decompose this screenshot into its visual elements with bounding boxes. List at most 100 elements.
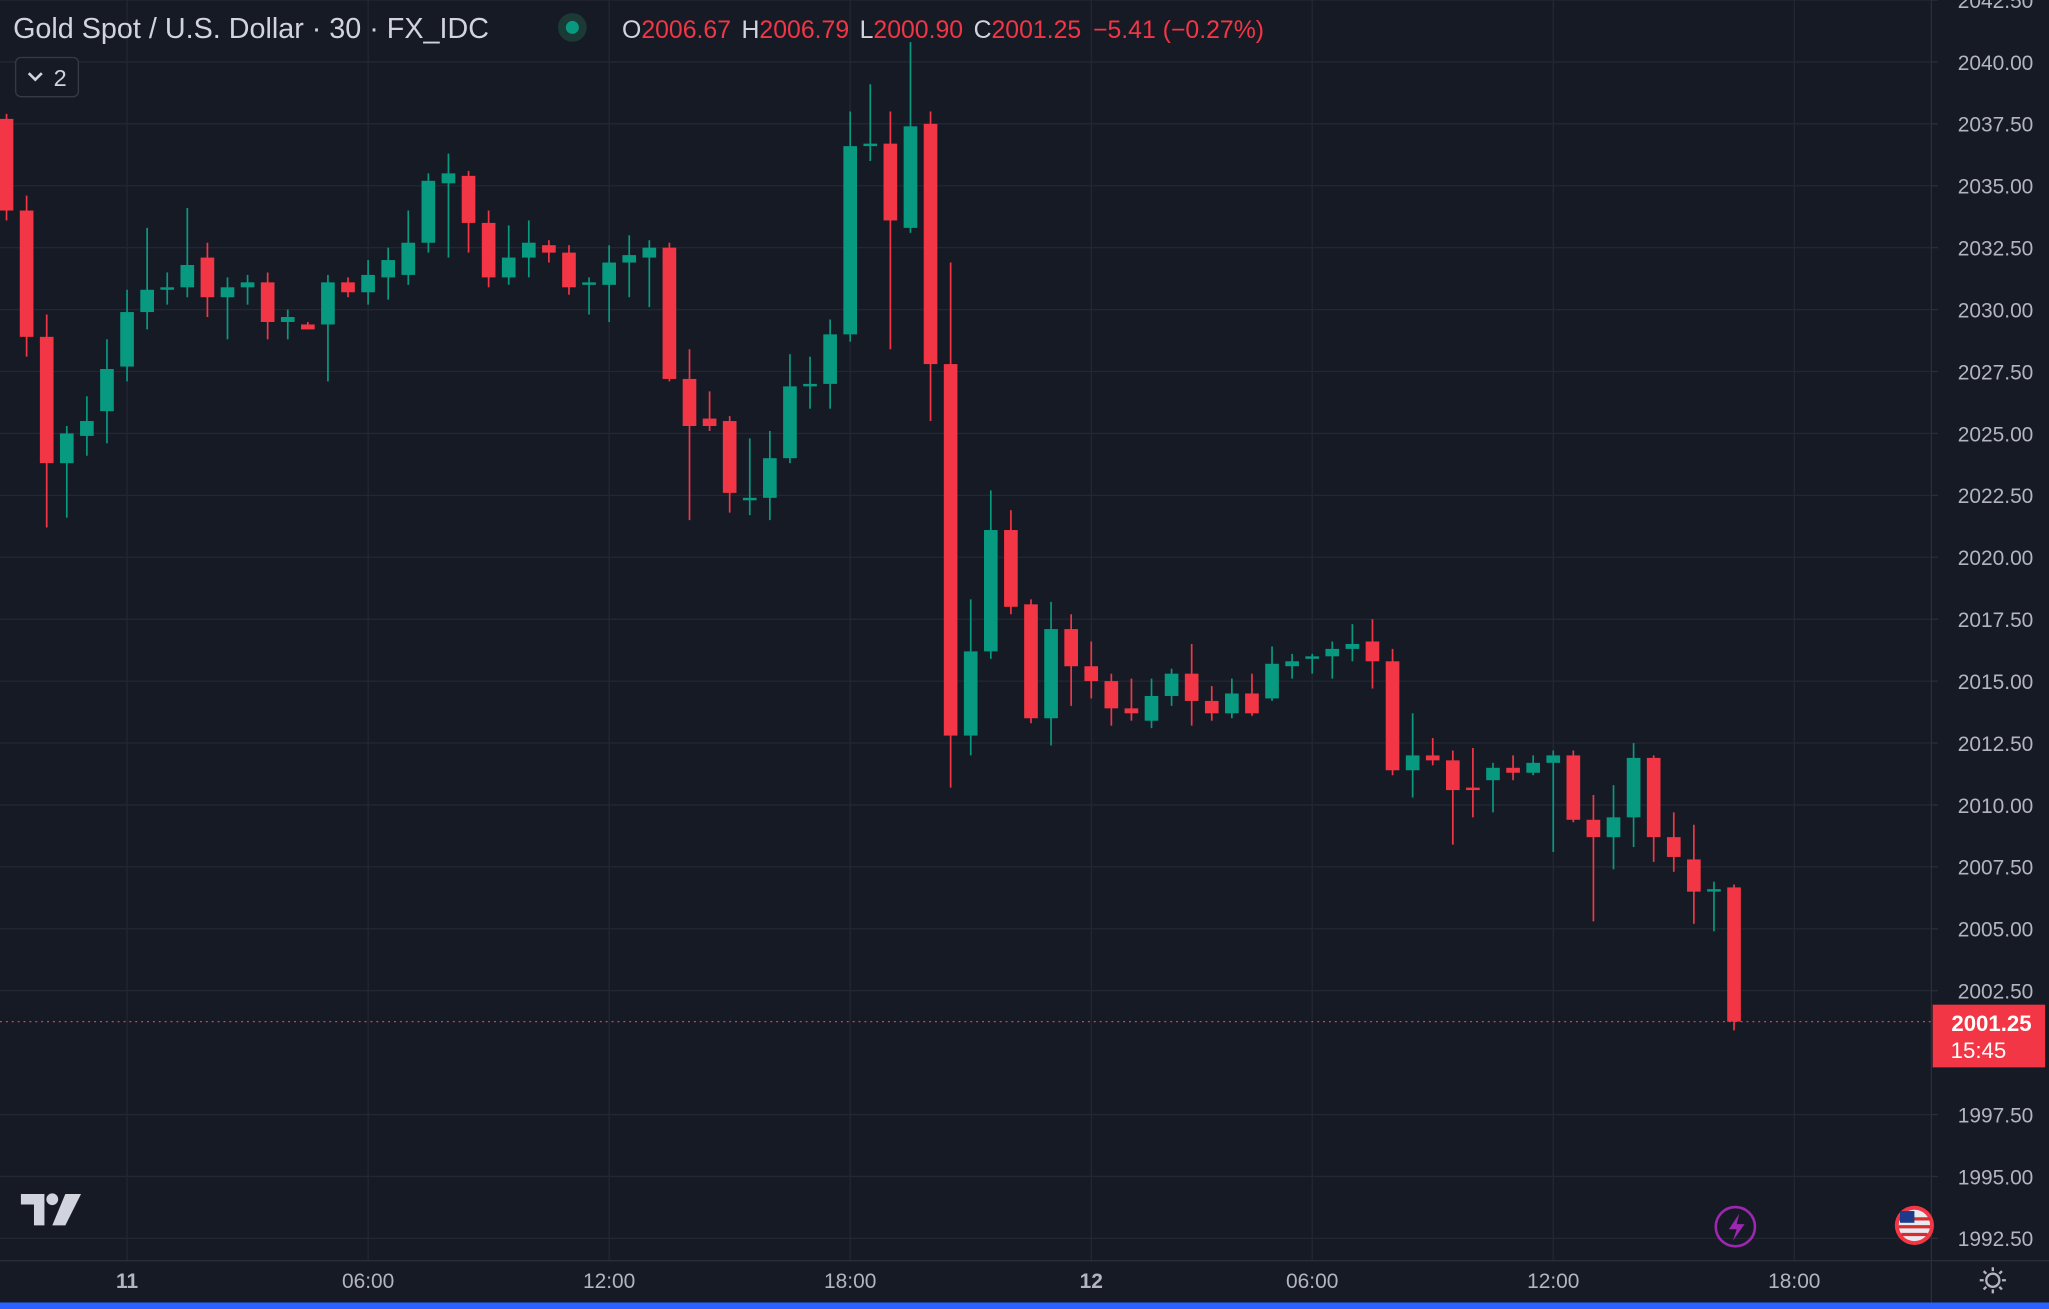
alerts-button[interactable] (1714, 1205, 1757, 1248)
y-tick-label: 1997.50 (1958, 1104, 2034, 1127)
candle-body (59, 433, 74, 464)
candle-body (1486, 767, 1500, 781)
candle-body (381, 260, 396, 278)
candle-body (1004, 530, 1018, 607)
y-tick-label: 2005.00 (1958, 919, 2034, 942)
candle-body (1687, 859, 1701, 892)
close-value: 2001.25 (992, 17, 1082, 44)
legend-header: Gold Spot / U.S. Dollar · 30 · FX_IDC (13, 13, 489, 45)
settings-icon[interactable] (1979, 1267, 2006, 1294)
candle-body (1084, 666, 1099, 682)
candle-body (301, 324, 315, 330)
candle-body (983, 530, 998, 652)
candle-body (1586, 819, 1601, 838)
y-tick-label: 2030.00 (1958, 299, 2034, 322)
y-tick-label: 2035.00 (1958, 176, 2034, 199)
candle-body (1044, 629, 1058, 719)
candle-body (240, 282, 255, 288)
candle-body (19, 210, 34, 337)
indicators-count: 2 (54, 65, 67, 91)
candle-body (1124, 708, 1139, 714)
candle-body (622, 255, 637, 263)
candle-body (1104, 681, 1119, 709)
candle-body (1365, 641, 1380, 662)
candle-body (662, 247, 677, 379)
candle-body (963, 651, 978, 736)
candle-body (1305, 656, 1320, 659)
candle-body (542, 245, 556, 253)
change: −5.41 (−0.27%) (1093, 17, 1264, 44)
x-tick-label: 18:00 (824, 1270, 876, 1293)
candle-body (1526, 762, 1540, 773)
candle-body (1425, 755, 1440, 761)
open-value: 2006.67 (641, 17, 731, 44)
x-tick-label: 12:00 (1527, 1270, 1579, 1293)
chevron-icon (27, 72, 43, 82)
candle-body (200, 257, 215, 298)
candle-body (702, 418, 717, 427)
candle-body (1626, 757, 1641, 818)
candle-body (783, 386, 797, 459)
candle-body (1606, 817, 1621, 838)
candle-body (1225, 693, 1239, 714)
ohlc-values: O2006.67 H2006.79 L2000.90 C2001.25 −5.41 (−… (622, 17, 1264, 44)
candle-body (39, 336, 54, 464)
candle-body (1285, 661, 1299, 667)
candle-body (1144, 695, 1159, 721)
candle-body (682, 378, 697, 427)
candle-body (803, 383, 817, 387)
candle-body (521, 242, 536, 258)
candle-body (763, 458, 777, 498)
candle-body (863, 143, 878, 147)
x-tick-label: 12 (1080, 1270, 1103, 1293)
y-tick-label: 2032.50 (1958, 238, 2034, 261)
y-tick-label: 2022.50 (1958, 485, 2034, 508)
y-tick-label: 2025.00 (1958, 423, 2034, 446)
candle-body (883, 143, 898, 221)
y-tick-label: 2012.50 (1958, 733, 2034, 756)
candle-body (160, 287, 175, 290)
y-tick-label: 2040.00 (1958, 52, 2034, 75)
candle-body (501, 257, 516, 278)
y-tick-label: 2015.00 (1958, 671, 2034, 694)
x-tick-label: 12:00 (583, 1270, 635, 1293)
x-tick-label: 06:00 (342, 1270, 394, 1293)
candle-body (421, 180, 436, 243)
candle-body (642, 247, 657, 258)
y-tick-label: 2017.50 (1958, 609, 2034, 632)
tradingview-logo[interactable] (20, 1193, 82, 1226)
candle-body (562, 252, 576, 288)
candle-body (120, 312, 134, 367)
candle-body (1164, 673, 1179, 696)
candles (0, 42, 1741, 1031)
candle-body (461, 175, 476, 223)
low-label: L (860, 17, 874, 44)
high-label: H (742, 17, 760, 44)
candle-body (401, 242, 416, 275)
candle-body (722, 421, 737, 493)
candle-body (1445, 760, 1460, 791)
last-price-label: 2001.25 (1951, 1011, 2031, 1036)
y-tick-label: 1992.50 (1958, 1228, 2034, 1251)
bottom-border (0, 1302, 2049, 1309)
candle-body (1506, 767, 1520, 773)
candle-body (140, 289, 154, 313)
candle-body (0, 118, 14, 211)
high-value: 2006.79 (759, 17, 849, 44)
candle-body (742, 497, 757, 501)
candle-body (1064, 629, 1078, 667)
y-tick-label: 2002.50 (1958, 981, 2034, 1004)
candle-body (100, 369, 114, 412)
indicators-toggle[interactable] (15, 56, 80, 98)
candle-body (943, 364, 958, 736)
candle-body (220, 287, 235, 298)
region-flag[interactable] (1894, 1205, 1935, 1245)
candle-body (1466, 787, 1480, 791)
candle-body (1204, 700, 1219, 714)
candle-body (441, 173, 456, 184)
candle-body (1325, 648, 1340, 657)
candle-body (1646, 757, 1661, 838)
open-label: O (622, 17, 641, 44)
